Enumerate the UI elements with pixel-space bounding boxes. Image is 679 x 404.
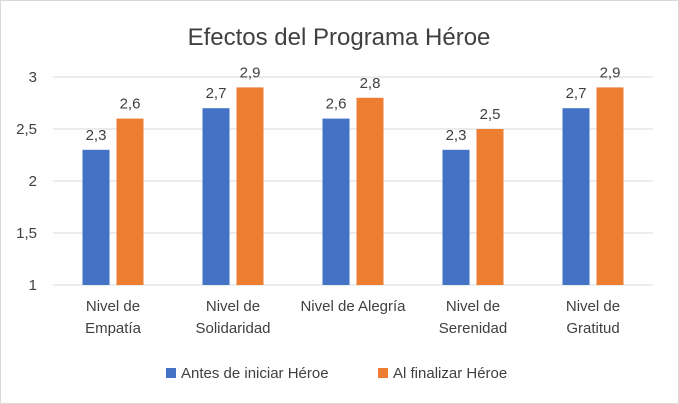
legend-swatch xyxy=(166,368,176,378)
data-label: 2,7 xyxy=(206,85,227,102)
y-tick-label: 2 xyxy=(29,173,37,190)
x-tick-label: Gratitud xyxy=(566,320,619,337)
x-tick-label: Nivel de Alegría xyxy=(300,298,406,315)
data-label: 2,6 xyxy=(326,96,347,113)
x-tick-label: Nivel de xyxy=(566,298,620,315)
legend-swatch xyxy=(378,368,388,378)
bar-antes xyxy=(82,149,110,285)
x-tick-label: Solidaridad xyxy=(195,320,270,337)
data-label: 2,6 xyxy=(120,96,141,113)
x-tick-label: Nivel de xyxy=(206,298,260,315)
y-tick-label: 3 xyxy=(29,69,37,86)
y-tick-label: 2,5 xyxy=(16,121,37,138)
bar-antes xyxy=(562,108,590,285)
legend-label: Antes de iniciar Héroe xyxy=(181,365,329,382)
x-tick-label: Nivel de xyxy=(446,298,500,315)
bar-final xyxy=(116,118,144,285)
x-tick-label: Empatía xyxy=(85,320,142,337)
bar-antes xyxy=(442,149,470,285)
chart-title: Efectos del Programa Héroe xyxy=(188,24,491,51)
data-label: 2,9 xyxy=(600,64,621,81)
bar-final xyxy=(236,87,264,286)
y-tick-label: 1,5 xyxy=(16,225,37,242)
bar-antes xyxy=(202,108,230,285)
bar-final xyxy=(476,129,504,285)
legend-label: Al finalizar Héroe xyxy=(393,365,507,382)
data-label: 2,3 xyxy=(86,127,107,144)
data-label: 2,9 xyxy=(240,64,261,81)
x-tick-label: Serenidad xyxy=(439,320,507,337)
bar-final xyxy=(356,97,384,285)
data-label: 2,3 xyxy=(446,127,467,144)
data-label: 2,7 xyxy=(566,85,587,102)
x-tick-label: Nivel de xyxy=(86,298,140,315)
bar-antes xyxy=(322,118,350,285)
bar-final xyxy=(596,87,624,286)
data-label: 2,8 xyxy=(360,75,381,92)
y-tick-label: 1 xyxy=(29,277,37,294)
data-label: 2,5 xyxy=(480,106,501,123)
